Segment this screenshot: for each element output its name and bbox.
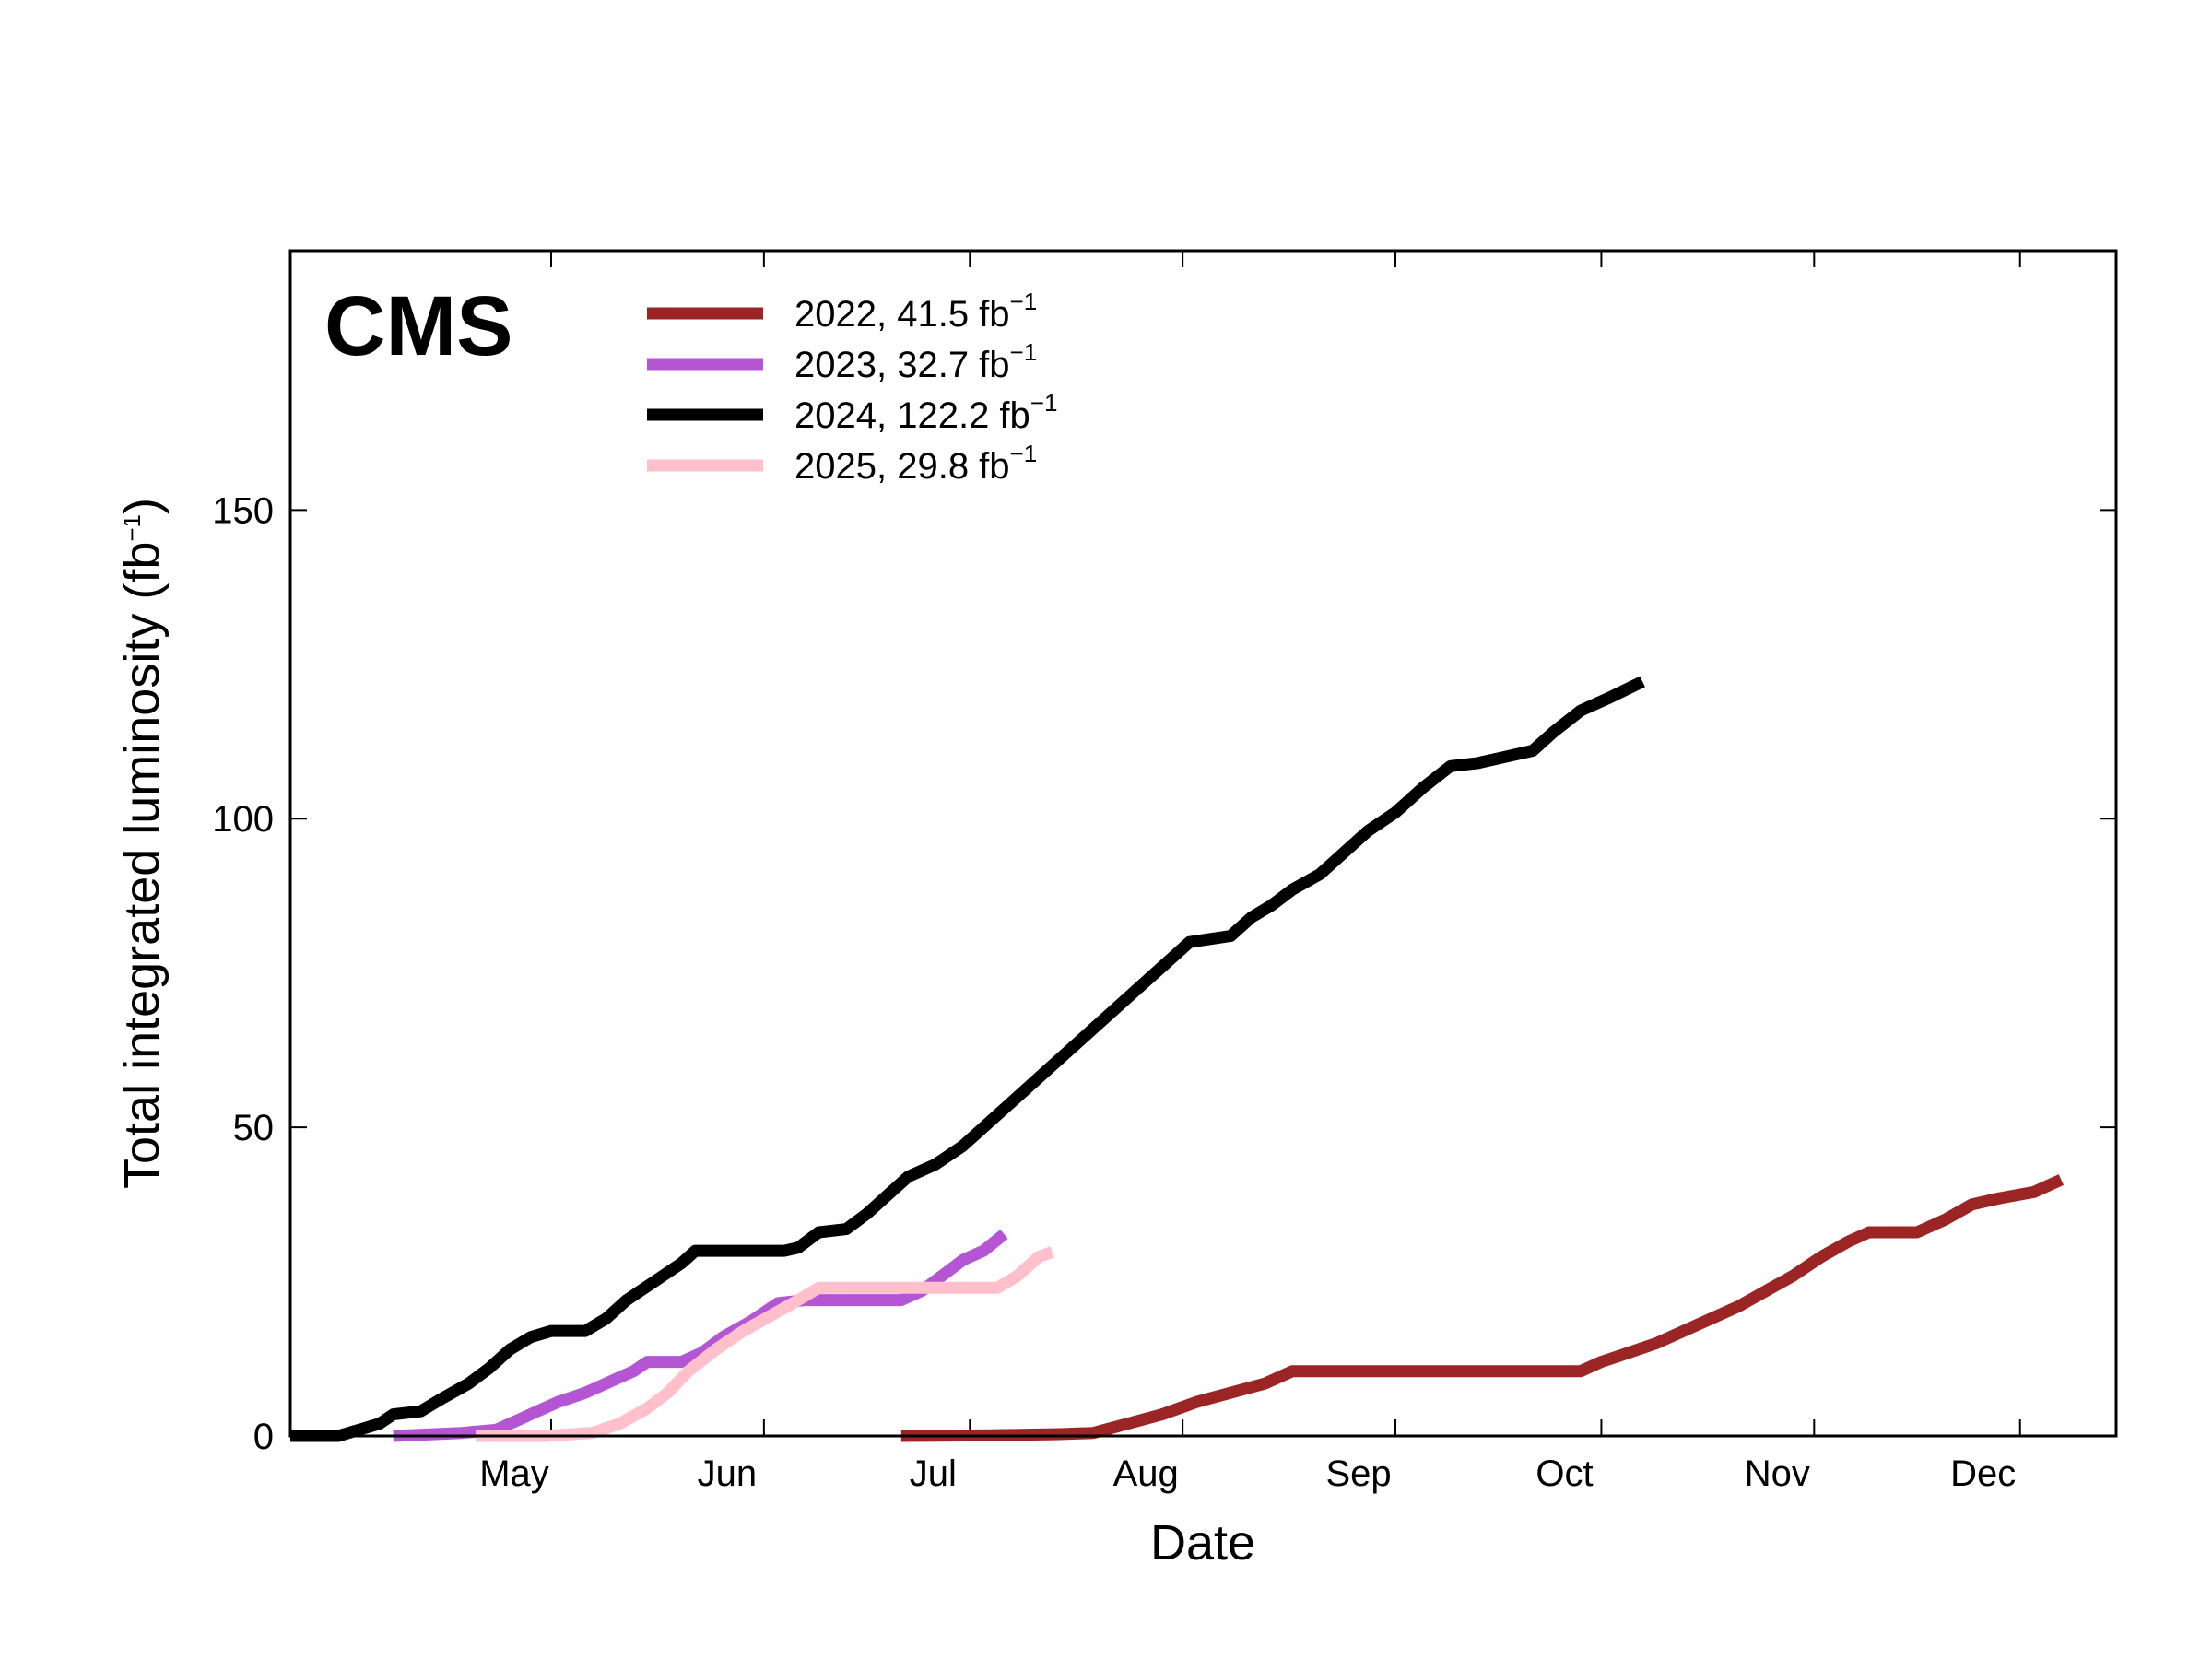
legend-label-text: 2025, 29.8 fb: [794, 446, 1010, 487]
x-tick-label: Dec: [1950, 1453, 2016, 1494]
series-line-4: [476, 1246, 1054, 1442]
legend-label-text: 2024, 122.2 fb: [794, 395, 1030, 436]
axis-ticks: 0 50 100 150 May Jun Jul Aug Sep Oct Nov Dec: [212, 251, 2116, 1494]
x-tick-label: Aug: [1113, 1453, 1179, 1494]
y-axis-label-exponent: −1: [118, 514, 146, 542]
y-axis-label: Total integrated luminosity (fb−1): [114, 498, 170, 1189]
x-tick-label: Sep: [1325, 1453, 1391, 1494]
legend-label-1: 2022, 41.5 fb−1: [794, 288, 1037, 335]
y-tick-label: 100: [212, 799, 274, 840]
legend-label-exponent: −1: [1010, 440, 1038, 467]
y-axis-label-suffix: ): [114, 498, 170, 514]
y-axis-label-text: Total integrated luminosity (fb: [114, 542, 170, 1189]
series-line-1: [900, 1174, 2065, 1442]
y-tick-label: 150: [212, 490, 274, 531]
x-axis-label: Date: [1150, 1515, 1255, 1571]
series-lines: [290, 676, 2065, 1442]
series-line-3: [290, 676, 1645, 1442]
legend-label-4: 2025, 29.8 fb−1: [794, 440, 1037, 487]
cms-brand-label: CMS: [324, 279, 512, 373]
legend-label-exponent: −1: [1030, 389, 1058, 417]
x-tick-label: Oct: [1535, 1453, 1593, 1494]
x-tick-label: Nov: [1745, 1453, 1810, 1494]
x-tick-label: May: [479, 1453, 549, 1494]
legend-label-text: 2022, 41.5 fb: [794, 294, 1010, 335]
plot-frame: [288, 249, 2118, 1438]
x-tick-label: Jul: [910, 1453, 957, 1494]
legend-label-exponent: −1: [1010, 288, 1038, 315]
legend-label-exponent: −1: [1010, 338, 1038, 366]
y-tick-label: 0: [253, 1417, 274, 1457]
legend-label-2: 2023, 32.7 fb−1: [794, 338, 1037, 385]
y-tick-label: 50: [233, 1108, 275, 1148]
x-tick-label: Jun: [698, 1453, 758, 1494]
legend-label-text: 2023, 32.7 fb: [794, 345, 1010, 385]
legend-label-3: 2024, 122.2 fb−1: [794, 389, 1057, 436]
